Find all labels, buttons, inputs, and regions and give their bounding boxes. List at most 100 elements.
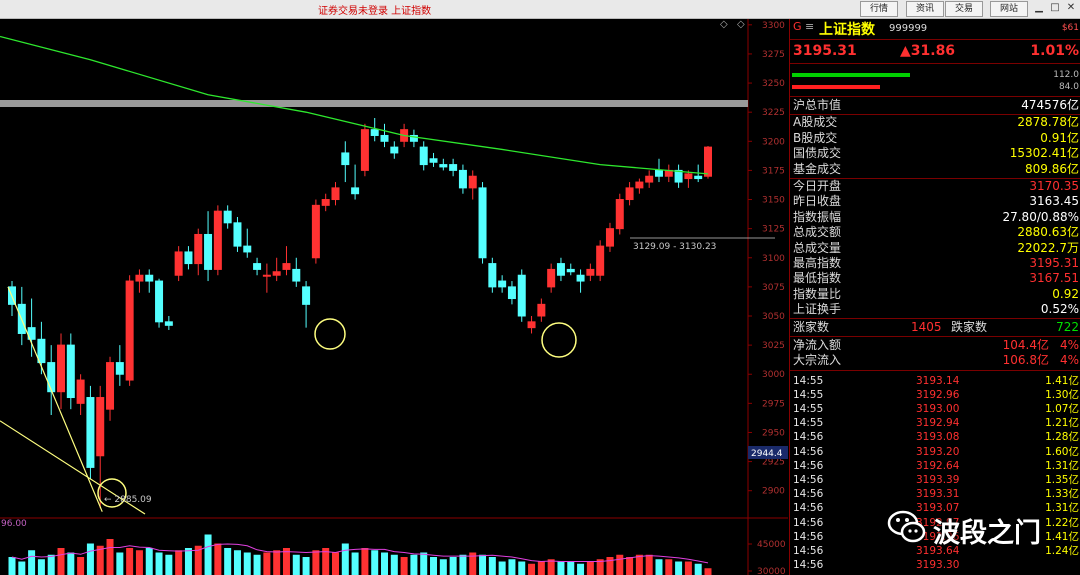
sell-power-value: 84.0 [1058,82,1079,92]
kline-svg[interactable]: 3300 3275 3250 3225 3200 3175 3150 3125 3100 3075… [0,19,788,575]
volume-bar [577,563,585,575]
volume-bar [47,554,55,575]
tick-row[interactable]: 14:55 3193.14 1.41亿 [790,374,1080,388]
stat-label: 最高指数 [793,256,842,270]
candle-body [282,263,291,270]
scroll-up-icon[interactable]: ◇ [720,19,728,30]
scroll-down-icon[interactable]: ◇ [737,19,745,30]
stat-value: 474576亿 [1021,98,1079,112]
tick-row[interactable]: 14:56 3192.96 1.41亿 [790,530,1080,544]
price-tick-label: 2950 [762,428,785,438]
candle-body [419,146,428,166]
volume-bar [430,557,438,575]
trade-button[interactable]: 交易 [945,1,983,17]
candle-body [96,397,105,457]
candle-body [194,233,203,265]
volume-bar [67,552,75,575]
security-code: 999999 [889,23,928,34]
kline-chart[interactable]: 3300 3275 3250 3225 3200 3175 3150 3125 3100 3075… [0,19,788,575]
candle-body [507,286,516,300]
volume-bar [204,534,212,575]
volume-bar [351,552,359,575]
volume-bar [86,543,94,575]
tick-volume: 1.31亿 [1045,459,1079,472]
tick-time: 14:56 [793,459,824,472]
tick-time: 14:55 [793,403,824,415]
volume-bar [567,561,575,575]
flow-row: 大宗流入 106.8亿 4% [790,353,1080,368]
volume-bar [28,550,36,575]
price-tick-label: 2925 [762,458,785,468]
volume-bar [469,552,477,575]
close-icon[interactable]: ✕ [1066,2,1076,13]
tick-row[interactable]: 14:55 3192.94 1.21亿 [790,416,1080,430]
tick-row[interactable]: 14:56 3193.30 [790,558,1080,572]
resistance-band [0,100,748,107]
flow-label: 大宗流入 [793,352,842,367]
stat-row: 沪总市值 474576亿 [790,98,1080,113]
candle-body [380,134,389,142]
quotes-button[interactable]: 行情 [860,1,898,17]
tick-price: 3193.39 [916,474,960,486]
price-tick-label: 3250 [762,79,785,89]
candle-body [164,321,173,326]
candle-body [488,263,497,288]
sell-power-bar [792,85,880,89]
tick-row[interactable]: 14:56 3193.20 1.60亿 [790,445,1080,459]
volume-bar [371,550,379,575]
stat-label: 国债成交 [793,146,842,161]
volume-bar [537,561,545,575]
stat-value: 0.91亿 [1040,130,1079,145]
candle-body [292,268,301,282]
candle-body [654,169,663,177]
volume-bar [243,552,251,575]
stat-value: 3163.45 [1029,194,1079,209]
stat-value: 27.80/0.88% [1002,209,1079,224]
candle-body [351,187,360,195]
minimize-icon[interactable]: ▁ [1035,2,1043,13]
volume-bar [616,554,624,575]
volume-bar [626,557,634,575]
candle-body [223,210,232,224]
tick-row[interactable]: 14:56 3192.97 1.22亿 [790,516,1080,530]
stat-row: 基金成交 809.86亿 [790,162,1080,177]
volume-bar [116,552,124,575]
volume-bar [518,561,526,575]
price-tick-label: 3200 [762,137,785,147]
volume-bar [322,548,330,575]
volume-bar [400,557,408,575]
stat-value: 2878.78亿 [1017,115,1079,130]
stat-label: 今日开盘 [793,179,842,193]
tick-row[interactable]: 14:56 3193.39 1.35亿 [790,473,1080,487]
low-marker-label: ← 2885.09 [104,495,152,505]
volume-bar [214,543,222,575]
stat-value: 22022.7万 [1017,240,1079,255]
tick-row[interactable]: 14:55 3192.96 1.30亿 [790,388,1080,402]
price-tick-label: 3150 [762,196,785,206]
tick-row[interactable]: 14:56 3193.07 1.31亿 [790,501,1080,515]
menu-icon[interactable]: ≡ [805,20,815,33]
stat-row: A股成交 2878.78亿 [790,115,1080,130]
flow-value: 104.4亿 [1002,337,1049,352]
tick-row[interactable]: 14:56 3193.64 1.24亿 [790,544,1080,558]
volume-bar [694,563,702,575]
volume-bar [488,557,496,575]
volume-bar [361,548,369,575]
news-button[interactable]: 资讯 [906,1,944,17]
tick-volume: 1.33亿 [1045,488,1079,501]
candle-body [596,245,605,276]
stat-label: 沪总市值 [793,98,842,112]
candle-body [174,251,183,276]
maximize-icon[interactable]: □ [1050,2,1060,13]
down-count-label: 跌家数 [951,319,988,334]
candle-body [625,187,634,201]
tick-row[interactable]: 14:55 3193.00 1.07亿 [790,402,1080,416]
website-button[interactable]: 网站 [990,1,1028,17]
candle-body [537,303,546,317]
tick-row[interactable]: 14:56 3193.08 1.28亿 [790,430,1080,444]
tick-price: 3193.07 [916,502,960,515]
volume-bar [312,550,320,575]
candle-body [586,268,595,276]
tick-row[interactable]: 14:56 3193.31 1.33亿 [790,487,1080,501]
tick-row[interactable]: 14:56 3192.64 1.31亿 [790,459,1080,473]
